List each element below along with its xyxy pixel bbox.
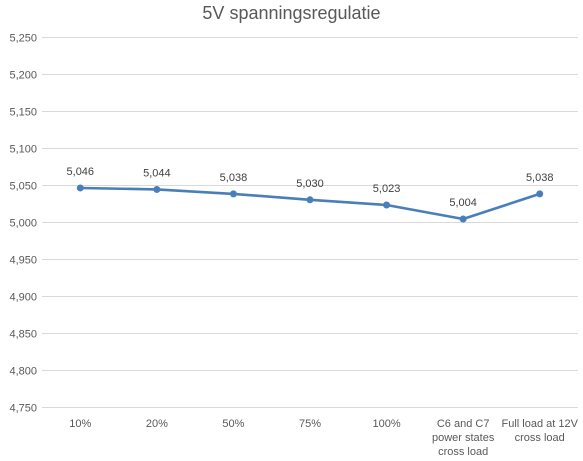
gridlines bbox=[42, 37, 578, 408]
x-tick-label: 100% bbox=[373, 418, 401, 430]
data-label: 5,004 bbox=[449, 197, 477, 209]
data-label: 5,038 bbox=[526, 172, 554, 184]
data-point bbox=[383, 201, 391, 209]
chart-title: 5V spanningsregulatie bbox=[202, 3, 380, 23]
data-label: 5,038 bbox=[220, 172, 248, 184]
x-axis: 10% 20% 50% 75% 100% C6 and C7 power states cro… bbox=[69, 418, 578, 458]
y-tick-label: 5,100 bbox=[9, 144, 37, 156]
x-tick-label: 10% bbox=[69, 418, 91, 430]
y-tick-label: 5,000 bbox=[9, 218, 37, 230]
data-label: 5,046 bbox=[67, 166, 95, 178]
x-tick-label: 20% bbox=[146, 418, 168, 430]
y-axis: 5,250 5,200 5,150 5,100 5,050 5,000 4,950 4,900… bbox=[9, 33, 37, 415]
y-tick-label: 4,950 bbox=[9, 255, 37, 267]
data-label: 5,044 bbox=[143, 167, 171, 179]
data-label: 5,023 bbox=[373, 183, 401, 195]
data-point bbox=[459, 215, 467, 223]
x-tick-label: 50% bbox=[222, 418, 244, 430]
data-point bbox=[306, 196, 314, 204]
data-point bbox=[229, 190, 237, 198]
data-point bbox=[536, 190, 544, 198]
data-point bbox=[76, 184, 84, 192]
y-tick-label: 5,200 bbox=[9, 70, 37, 82]
y-tick-label: 5,250 bbox=[9, 33, 37, 45]
x-tick-label: C6 and C7 power states cross load bbox=[432, 418, 495, 458]
y-tick-label: 4,750 bbox=[9, 403, 37, 415]
data-point bbox=[153, 185, 161, 193]
y-tick-label: 4,850 bbox=[9, 329, 37, 341]
series-group: 5,046 5,044 5,038 5,030 5,023 5,004 5,038 bbox=[67, 166, 554, 223]
x-tick-label: Full load at 12V cross load bbox=[501, 418, 578, 444]
y-tick-label: 5,150 bbox=[9, 107, 37, 119]
y-tick-label: 4,900 bbox=[9, 292, 37, 304]
data-label: 5,030 bbox=[296, 178, 324, 190]
y-tick-label: 5,050 bbox=[9, 181, 37, 193]
y-tick-label: 4,800 bbox=[9, 366, 37, 378]
x-tick-label: 75% bbox=[299, 418, 321, 430]
